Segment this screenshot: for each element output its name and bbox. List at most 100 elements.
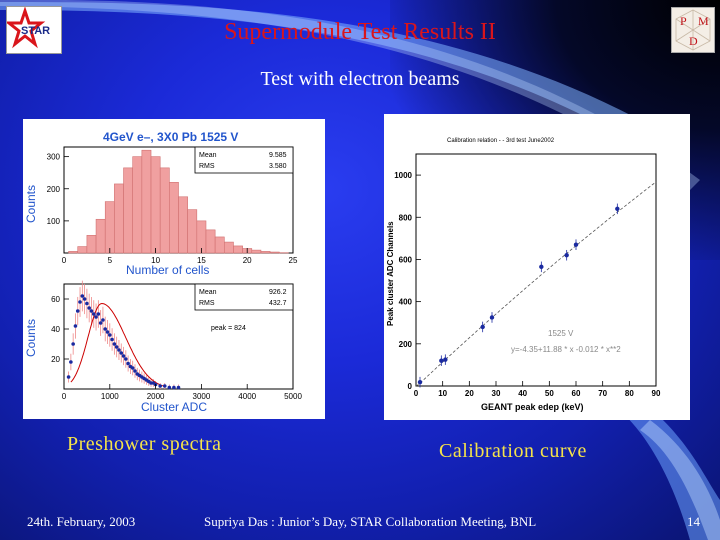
hist-bar (77, 246, 88, 254)
adc-point (117, 348, 121, 352)
hist-y-tick-labels: 100 200 300 (47, 153, 69, 226)
calib-x-tick-label: 30 (492, 389, 501, 398)
calib-fit-line (415, 181, 657, 387)
hist-bar (123, 167, 134, 254)
slide-title: Supermodule Test Results II (224, 19, 496, 45)
hist-bar (224, 241, 234, 254)
hist-x-tick-label: 25 (289, 256, 298, 265)
adc-point (69, 360, 73, 364)
hist-x-tick-label: 10 (151, 256, 160, 265)
adc-point (66, 375, 71, 379)
calib-point (539, 264, 544, 270)
adc-stat-rms-label: RMS (199, 300, 215, 307)
adc-y-tick-label: 40 (51, 325, 60, 334)
adc-x-tick-label: 5000 (284, 392, 302, 401)
adc-y-tick-labels: 20 40 60 (51, 295, 69, 364)
adc-point (108, 333, 112, 337)
adc-stat-mean-label: Mean (199, 289, 217, 296)
calib-x-axis-label: GEANT peak edep (keV) (481, 402, 584, 412)
hist-x-tick-label: 15 (197, 256, 206, 265)
hist-bar (104, 201, 115, 254)
calib-y-tick-label: 400 (399, 298, 413, 307)
adc-point (105, 330, 110, 334)
calib-point (480, 324, 485, 330)
adc-stats-box: Mean 926.2 RMS 432.7 (194, 283, 294, 311)
calib-fit-annotation: y=-4.35+11.88 * x -0.012 * x**2 (511, 345, 621, 354)
adc-point (96, 312, 101, 316)
calib-x-tick-label: 70 (598, 389, 607, 398)
adc-point (98, 321, 103, 325)
calibration-curve-panel: Calibration relation - - 3rd test June20… (384, 114, 690, 420)
star-shape-icon (4, 6, 46, 49)
hist-y-axis-label: Counts (24, 185, 38, 223)
hist-stat-mean-label: Mean (199, 152, 217, 159)
calib-points (417, 203, 620, 388)
adc-point (101, 318, 105, 322)
calib-frame (415, 153, 657, 387)
calib-x-tick-label: 50 (545, 389, 554, 398)
left-caption: Preshower spectra (67, 433, 222, 455)
adc-point (89, 309, 94, 313)
pmd-letter-m: M (698, 14, 709, 28)
hist-stat-rms-value: 3.580 (269, 163, 287, 170)
calib-y-tick-label: 0 (408, 382, 413, 391)
preshower-spectra-plots: 4GeV e–, 3X0 Pb 1525 V Mean 9.585 RMS 3.… (24, 130, 302, 414)
adc-error-bars (68, 280, 179, 389)
adc-point (87, 306, 91, 310)
adc-point (103, 327, 108, 331)
adc-y-axis-label: Counts (24, 319, 38, 357)
adc-point (114, 345, 119, 349)
adc-point (124, 357, 128, 361)
footer-page-number: 14 (687, 514, 700, 529)
adc-x-tick-labels: 0 1000 2000 3000 4000 5000 (62, 384, 302, 401)
calib-x-tick-label: 10 (438, 389, 447, 398)
adc-stat-rms-value: 432.7 (269, 300, 287, 307)
hist-y-tick-label: 300 (47, 153, 61, 162)
adc-point (172, 385, 176, 390)
adc-point (80, 294, 85, 298)
calib-point (417, 380, 423, 385)
adc-point (78, 300, 82, 304)
hist-y-tick-label: 200 (47, 185, 61, 194)
right-caption: Calibration curve (439, 440, 587, 462)
adc-fit-curve (70, 302, 165, 387)
adc-y-tick-label: 20 (51, 355, 60, 364)
adc-x-axis-label: Cluster ADC (141, 400, 207, 414)
calib-y-tick-label: 200 (399, 340, 413, 349)
hist-bar (187, 209, 198, 254)
calib-y-axis-label: Peak cluster ADC Channels (386, 221, 395, 326)
adc-point (112, 342, 117, 346)
pmd-letter-d: D (689, 34, 698, 48)
adc-x-tick-label: 2000 (147, 392, 165, 401)
hist-x-tick-label: 5 (108, 256, 113, 265)
adc-point (73, 324, 78, 328)
adc-point (71, 342, 75, 346)
calib-title: Calibration relation - - 3rd test June20… (447, 138, 555, 144)
calib-x-tick-label: 0 (414, 389, 419, 398)
hist-bar (269, 251, 280, 254)
calib-voltage-annotation: 1525 V (548, 329, 574, 338)
adc-point (119, 351, 124, 355)
hist-stat-mean-value: 9.585 (269, 152, 287, 159)
hist-y-tick-label: 100 (47, 217, 61, 226)
adc-y-tick-label: 60 (51, 295, 60, 304)
hist-bar (169, 182, 179, 254)
calib-point (615, 206, 620, 212)
adc-point (176, 385, 181, 390)
hist-bar (233, 245, 243, 254)
calib-point (564, 253, 569, 258)
hist-bar (214, 236, 225, 254)
calib-x-tick-label: 60 (572, 389, 581, 398)
adc-point (121, 354, 126, 358)
calibration-plot: Calibration relation - - 3rd test June20… (386, 138, 661, 412)
hist-bar (178, 196, 188, 254)
hist-bar (205, 229, 216, 254)
adc-point (85, 301, 89, 306)
adc-x-tick-label: 3000 (193, 392, 211, 401)
calib-x-tick-label: 80 (625, 389, 634, 398)
hist-bar (251, 249, 262, 254)
adc-point (133, 369, 137, 373)
hist-x-tick-label: 0 (62, 256, 67, 265)
